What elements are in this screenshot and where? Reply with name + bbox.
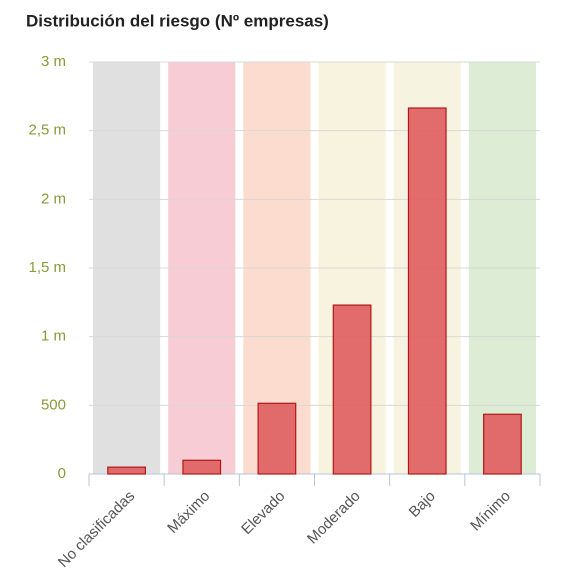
bar: [332, 304, 372, 475]
y-tick-label: 1,5 m: [28, 259, 66, 276]
y-tick-label: 3 m: [41, 53, 66, 70]
x-tick-label: Bajo: [406, 488, 439, 521]
x-tick-label: No clasificadas: [55, 488, 138, 571]
y-tick-label: 0: [58, 465, 66, 482]
bar: [182, 459, 222, 475]
y-tick-label: 2,5 m: [28, 122, 66, 139]
bar: [257, 402, 297, 475]
bar: [107, 466, 146, 475]
x-tick-label: Moderado: [304, 488, 364, 548]
chart-title: Distribución del riesgo (Nº empresas): [26, 11, 329, 30]
bar: [407, 107, 447, 475]
y-tick-label: 1 m: [41, 328, 66, 345]
bar: [483, 413, 522, 475]
x-tick-label: Elevado: [238, 488, 288, 538]
y-tick-label: 2 m: [41, 190, 66, 207]
x-tick-label: Máximo: [164, 488, 213, 537]
x-tick-label: Mínimo: [467, 488, 514, 535]
y-tick-label: 500: [41, 396, 66, 413]
